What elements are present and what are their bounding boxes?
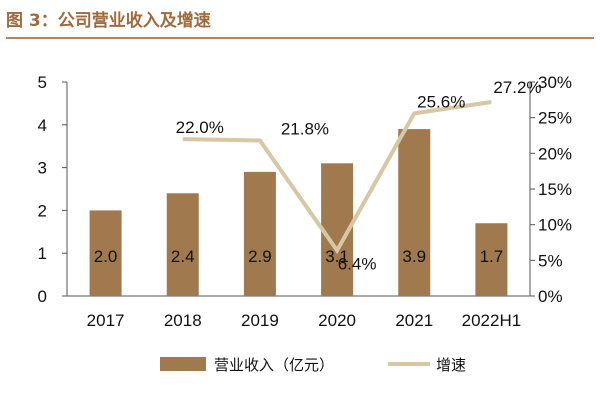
- left-tick-label: 1: [38, 244, 47, 263]
- growth-line: [182, 99, 492, 255]
- data-labels: 2.0 2.4 2.9 3.1 3.9 1.7 22.0% 21.8% 6.4% 25.6% 27.…: [94, 78, 542, 273]
- title-divider: [6, 37, 594, 39]
- axes: 0 1 2 3 4 5 0% 5% 10% 15% 20% 25% 30% 2017 2018 2019 202…: [38, 73, 573, 330]
- revenue-data-label: 2.0: [94, 247, 118, 266]
- right-tick-label: 10%: [538, 216, 572, 235]
- growth-data-label: 25.6%: [417, 92, 465, 111]
- right-tick-label: 25%: [538, 109, 572, 128]
- left-tick-label: 4: [38, 116, 47, 135]
- legend-label-revenue: 营业收入（亿元）: [214, 356, 334, 374]
- left-tick-label: 3: [38, 159, 47, 178]
- x-tick-label: 2017: [87, 311, 125, 330]
- growth-data-label: 27.2%: [493, 78, 541, 97]
- revenue-bar: [166, 193, 199, 296]
- legend-label-growth: 增速: [436, 356, 466, 374]
- x-tick-label: 2022H1: [462, 311, 522, 330]
- growth-data-label: 22.0%: [176, 118, 224, 137]
- right-tick-label: 15%: [538, 180, 572, 199]
- figure-title: 图 3：公司营业收入及增速: [6, 11, 211, 31]
- revenue-bar: [243, 171, 276, 296]
- legend-swatch-revenue: [160, 357, 206, 371]
- x-tick-label: 2019: [241, 311, 279, 330]
- left-tick-label: 0: [38, 287, 47, 306]
- revenue-data-label: 2.9: [248, 247, 272, 266]
- growth-data-label: 21.8%: [281, 119, 329, 138]
- revenue-data-label: 2.4: [171, 247, 195, 266]
- growth-line-path: [182, 99, 492, 255]
- revenue-data-label: 1.7: [480, 247, 504, 266]
- right-tick-label: 30%: [538, 73, 572, 92]
- revenue-bar: [398, 129, 431, 296]
- x-tick-label: 2021: [395, 311, 433, 330]
- revenue-data-label: 3.9: [402, 247, 426, 266]
- x-tick-label: 2020: [318, 311, 356, 330]
- right-tick-label: 20%: [538, 144, 572, 163]
- left-tick-label: 5: [38, 73, 47, 92]
- legend: 营业收入（亿元） 增速: [160, 356, 466, 374]
- left-tick-label: 2: [38, 201, 47, 220]
- growth-data-label: 6.4%: [338, 254, 377, 273]
- right-tick-label: 5%: [538, 251, 563, 270]
- revenue-bars: [89, 129, 508, 296]
- revenue-data-label: 3.1: [325, 247, 349, 266]
- x-tick-label: 2018: [164, 311, 202, 330]
- revenue-bar: [89, 210, 122, 296]
- revenue-bar: [475, 223, 508, 296]
- right-tick-label: 0%: [538, 287, 563, 306]
